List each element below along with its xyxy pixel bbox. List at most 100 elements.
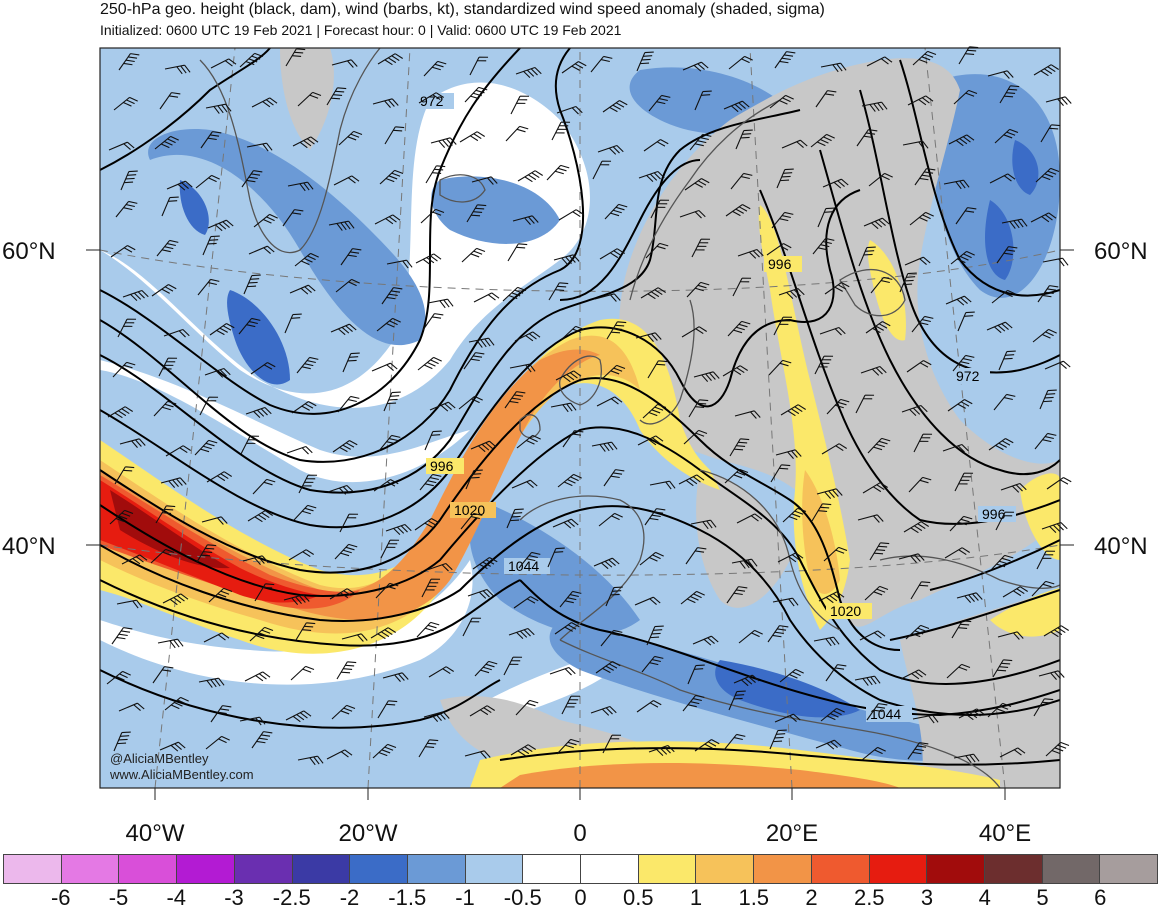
wind-barb <box>472 557 498 570</box>
wind-barb <box>639 551 664 566</box>
wind-barb <box>297 91 322 107</box>
wind-barb <box>769 729 787 750</box>
wind-barb <box>682 694 705 712</box>
wind-barb <box>687 664 705 685</box>
wind-barb <box>727 320 751 337</box>
wind-barb <box>198 677 225 688</box>
axis-ticks <box>86 249 1074 800</box>
wind-barb <box>953 89 978 105</box>
wind-barb <box>244 671 271 682</box>
wind-barb <box>766 243 792 256</box>
wind-barb <box>505 125 529 142</box>
wind-barb <box>606 321 627 340</box>
wind-barb <box>242 555 269 565</box>
wind-barb <box>423 711 450 722</box>
wind-barb <box>636 51 654 72</box>
wind-barb <box>380 539 400 559</box>
wind-barb <box>165 445 191 457</box>
wind-barb <box>547 547 565 568</box>
wind-barb <box>419 473 442 491</box>
credit-handle: @AliciaMBentley <box>110 751 209 766</box>
wind-barb <box>599 248 625 260</box>
lat-label-60n-right: 60°N <box>1094 238 1148 265</box>
wind-barb <box>820 707 845 722</box>
wind-barb <box>464 750 491 759</box>
lon-label: 20°E <box>765 820 819 847</box>
wind-barb <box>161 196 179 217</box>
wind-barb <box>293 504 317 521</box>
wind-barb <box>560 325 585 341</box>
wind-barb <box>467 588 494 599</box>
colorbar-cell <box>234 855 293 883</box>
wind-barb <box>648 94 671 112</box>
wind-barb <box>596 396 623 407</box>
wind-barb <box>724 468 749 484</box>
wind-barb <box>911 315 934 333</box>
wind-barb <box>594 293 621 302</box>
wind-barb <box>1042 257 1069 267</box>
wind-barb <box>640 287 666 300</box>
wind-barb <box>820 62 847 73</box>
wind-barb <box>991 289 1016 304</box>
wind-barb <box>469 56 489 76</box>
wind-barb <box>776 168 794 189</box>
wind-barb <box>992 659 1013 678</box>
wind-barb <box>1031 580 1055 597</box>
wind-barb <box>112 361 136 378</box>
wind-barb <box>466 204 487 223</box>
wind-barb <box>944 547 970 559</box>
lon-label: 40°E <box>978 820 1032 847</box>
wind-barb <box>591 441 618 452</box>
wind-barb <box>644 508 666 526</box>
wind-barb <box>856 129 878 147</box>
wind-barb <box>287 181 314 192</box>
wind-barb <box>1043 625 1069 638</box>
wind-barb <box>110 245 136 258</box>
wind-barb <box>205 103 232 114</box>
wind-barb <box>552 518 579 529</box>
wind-barb <box>548 282 569 301</box>
wind-barb <box>164 64 191 75</box>
contour-label: 1044 <box>870 706 901 722</box>
wind-barb <box>562 430 584 448</box>
wind-barb <box>509 363 536 373</box>
wind-barb <box>723 100 750 113</box>
wind-barb <box>331 704 356 720</box>
wind-barb <box>1035 167 1060 183</box>
wind-barb <box>463 352 485 370</box>
wind-barb <box>867 437 891 454</box>
wind-barb <box>421 578 441 598</box>
wind-barb <box>996 246 1018 264</box>
wind-barb <box>247 510 273 523</box>
wind-barb <box>819 326 846 336</box>
wind-barb <box>417 356 442 371</box>
wind-barb <box>865 321 891 334</box>
colorbar-tick-label: -0.5 <box>503 885 542 910</box>
wind-barb <box>818 591 845 604</box>
colorbar-tick-label: -2 <box>339 885 360 910</box>
wind-barb <box>333 175 360 186</box>
wind-barb <box>605 586 623 607</box>
wind-barb <box>637 435 664 446</box>
wind-barb <box>473 292 500 303</box>
colorbar-cell <box>350 855 408 883</box>
wind-barb <box>1001 218 1028 229</box>
wind-barb <box>694 90 712 111</box>
colorbar-cell <box>696 855 755 883</box>
wind-barb <box>108 141 135 151</box>
wind-barb <box>515 66 542 79</box>
wind-barb <box>816 488 843 499</box>
wind-barb <box>249 626 274 642</box>
wind-barb <box>251 731 273 749</box>
colorbar-cell <box>177 855 235 883</box>
wind-barb <box>459 131 485 143</box>
negative-anomaly-1 <box>148 67 1060 761</box>
wind-barb <box>282 209 304 227</box>
wind-barb <box>332 440 358 453</box>
wind-barb <box>470 440 497 453</box>
wind-barb <box>465 469 483 490</box>
wind-barb <box>914 168 936 186</box>
wind-barb <box>326 87 347 106</box>
wind-barb <box>298 474 318 494</box>
wind-barb <box>296 356 319 374</box>
